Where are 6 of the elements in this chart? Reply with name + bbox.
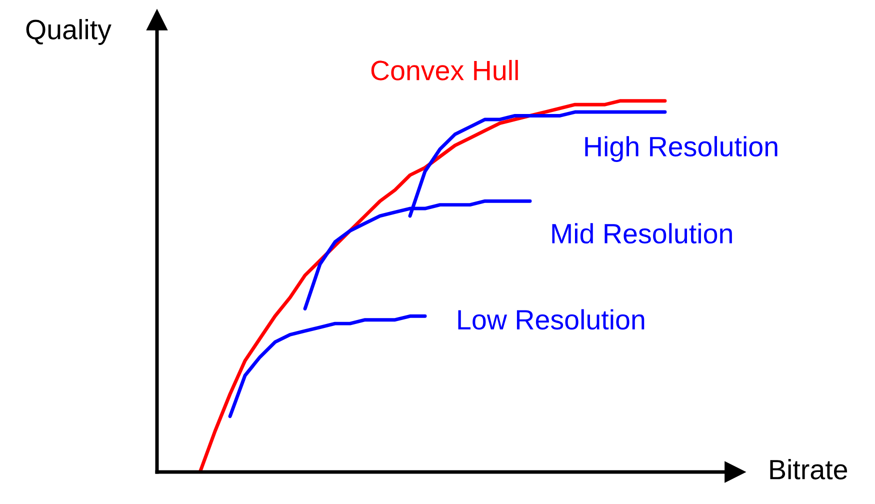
x-axis-title: Bitrate: [770, 459, 848, 480]
series-label: Convex Hull: [371, 60, 518, 80]
y-axis-title: Quality: [26, 19, 112, 45]
series-label: Mid Resolution: [552, 223, 732, 244]
series-label: High Resolution: [585, 136, 778, 162]
series-label: Low Resolution: [458, 309, 644, 330]
